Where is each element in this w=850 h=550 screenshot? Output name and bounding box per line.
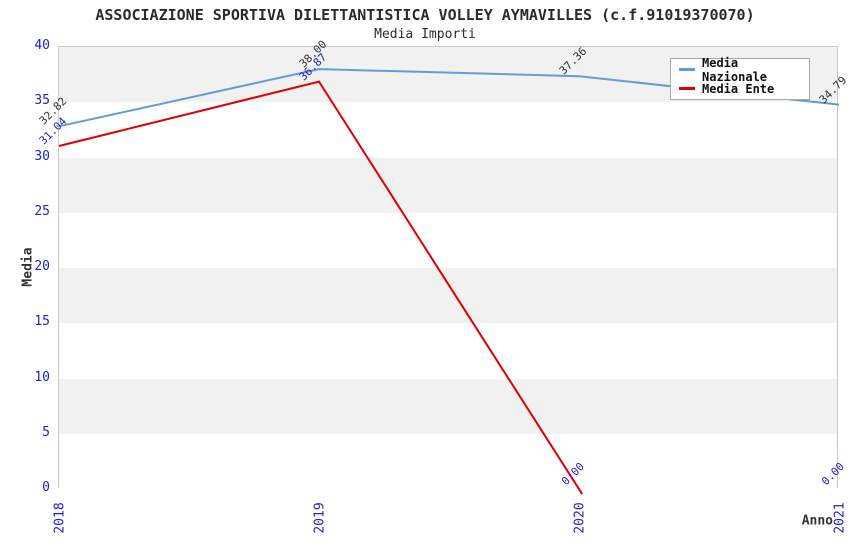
y-tick-label: 15 [34, 314, 50, 330]
y-tick-label: 25 [34, 203, 50, 219]
chart-subtitle: Media Importi [374, 27, 476, 42]
y-tick-label: 10 [34, 369, 50, 385]
x-tick-label: 2020 [572, 502, 588, 534]
y-tick-label: 5 [42, 424, 50, 440]
legend-label: Media Ente [702, 81, 775, 96]
grid-band [59, 433, 837, 489]
y-tick-label: 20 [34, 259, 50, 274]
plot-area: 32.82 38.00 37.36 34.79 31.04 36.87 0.00 0.00 [37, 38, 849, 495]
grid-band [59, 378, 837, 434]
grid-band [59, 323, 837, 379]
y-tick-label: 30 [34, 148, 50, 164]
x-tick-label: 2021 [832, 502, 848, 534]
legend: Media Nazionale Media Ente [670, 56, 810, 100]
grid-band [59, 212, 837, 268]
y-tick-label: 0 [42, 480, 50, 495]
x-tick-label: 2018 [52, 502, 68, 534]
chart-title: ASSOCIAZIONE SPORTIVA DILETTANTISTICA VO… [95, 6, 755, 24]
line-swatch-icon [679, 68, 695, 71]
y-tick-label: 35 [34, 93, 50, 109]
y-tick-label: 40 [34, 38, 50, 53]
legend-item-media-ente: Media Ente [671, 81, 809, 96]
grid-band [59, 102, 837, 158]
line-swatch-icon [679, 87, 695, 90]
grid-band [59, 157, 837, 213]
x-axis-title: Anno [801, 513, 833, 529]
legend-item-media-nazionale: Media Nazionale [671, 56, 809, 84]
x-tick-label: 2019 [312, 502, 328, 534]
legend-label: Media Nazionale [702, 55, 768, 84]
grid-band [59, 268, 837, 324]
